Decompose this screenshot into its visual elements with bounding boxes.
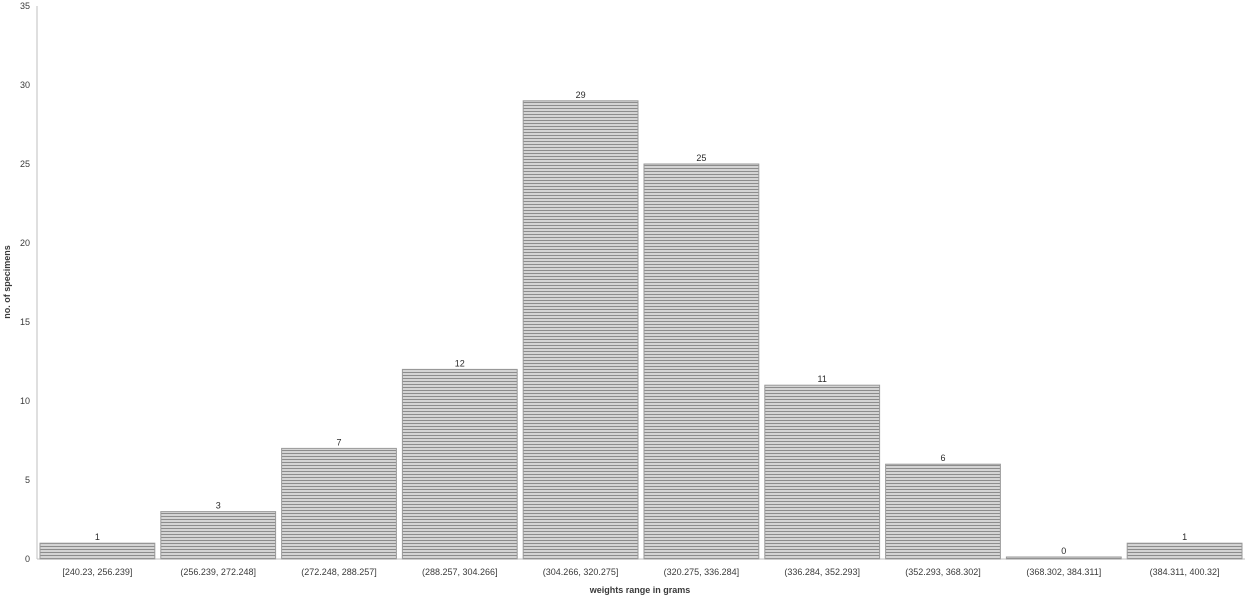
bar-value-label: 11 [818, 374, 827, 384]
y-tick-label: 10 [20, 396, 30, 406]
x-tick-label: (352.293, 368.302] [905, 567, 981, 577]
histogram-bar [764, 384, 881, 560]
histogram-bar [885, 463, 1001, 560]
y-tick-label: 25 [20, 159, 30, 169]
bar-value-label: 0 [1061, 546, 1066, 556]
histogram-bar [39, 542, 156, 560]
histogram-bar [401, 368, 518, 560]
histogram-bar [1126, 542, 1243, 560]
x-tick-label: (304.266, 320.275] [543, 567, 619, 577]
y-tick-label: 35 [20, 1, 30, 11]
histogram-bar [643, 163, 760, 560]
x-tick-label: [240.23, 256.239] [62, 567, 132, 577]
bar-value-label: 6 [940, 453, 945, 463]
y-tick-label: 5 [25, 475, 30, 485]
histogram-bar [160, 511, 277, 560]
y-tick-label: 30 [20, 80, 30, 90]
x-tick-label: (368.302, 384.311] [1026, 567, 1101, 577]
x-axis: [240.23, 256.239] (256.239, 272.248] (272.… [37, 558, 1245, 577]
y-tick-label: 0 [25, 554, 30, 564]
bar-value-label: 25 [696, 153, 706, 163]
bar-value-label: 29 [576, 90, 586, 100]
bar-value-label: 12 [455, 358, 465, 368]
bar-value-label: 3 [216, 501, 221, 511]
y-tick-label: 15 [20, 317, 30, 327]
x-tick-label: (336.284, 352.293] [784, 567, 860, 577]
y-tick-label: 20 [20, 238, 30, 248]
y-axis: 0 5 10 15 20 25 30 35 [20, 1, 38, 564]
x-tick-label: (288.257, 304.266] [422, 567, 498, 577]
bar-value-label: 7 [336, 437, 341, 447]
histogram-bar [281, 447, 397, 560]
x-tick-label: (384.311, 400.32] [1150, 567, 1220, 577]
bar-value-label: 1 [95, 532, 100, 542]
x-axis-title: weights range in grams [589, 585, 691, 595]
x-tick-label: (256.239, 272.248] [180, 567, 256, 577]
x-tick-label: (272.248, 288.257] [301, 567, 377, 577]
data-labels: 1 3 7 12 29 25 11 6 0 1 [95, 90, 1187, 556]
x-tick-label: (320.275, 336.284] [664, 567, 740, 577]
histogram-bar [522, 100, 639, 560]
histogram-bar [1005, 556, 1122, 560]
bar-value-label: 1 [1182, 532, 1187, 542]
bars [39, 100, 1243, 560]
y-axis-title: no. of specimens [2, 245, 12, 319]
